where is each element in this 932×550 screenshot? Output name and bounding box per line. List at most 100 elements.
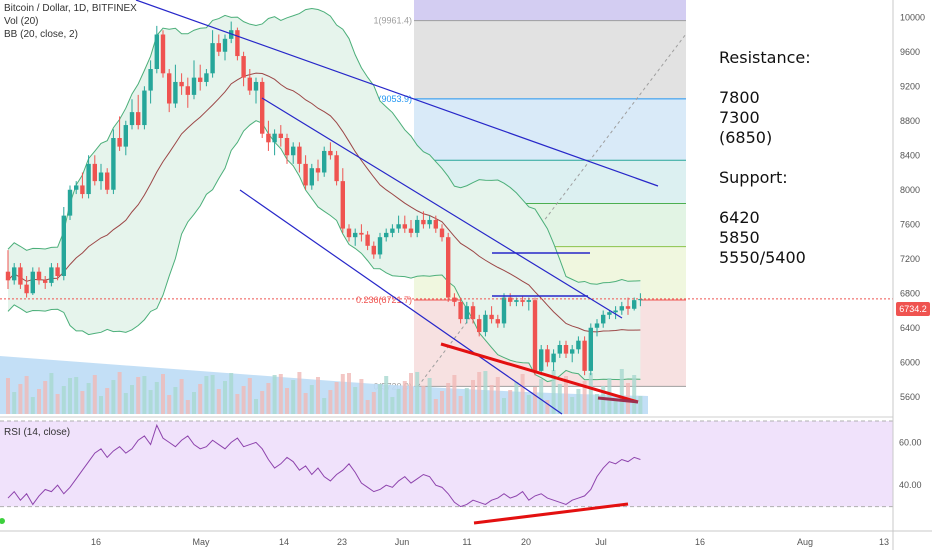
volume-bar — [117, 372, 122, 414]
bollinger-indicator-label[interactable]: BB (20, close, 2) — [4, 29, 78, 40]
candle-body — [402, 224, 407, 229]
symbol-title[interactable]: Bitcoin / Dollar, 1D, BITFINEX — [4, 3, 137, 14]
candle-body — [625, 306, 631, 309]
candle-body — [36, 271, 42, 281]
volume-bar — [272, 375, 277, 414]
candle-body — [49, 267, 54, 283]
candle-body — [191, 77, 197, 95]
volume-bar — [421, 386, 426, 414]
candle-body — [210, 43, 215, 74]
volume-bar — [24, 376, 29, 414]
candle-body — [129, 112, 135, 126]
candle-body — [632, 300, 637, 309]
candle-body — [594, 323, 600, 328]
candle-body — [92, 163, 97, 182]
volume-bar — [638, 396, 643, 414]
candle-body — [501, 297, 507, 324]
volume-bar — [402, 381, 407, 414]
volume-bar — [6, 378, 10, 414]
volume-bar — [576, 389, 581, 414]
volume-bar — [396, 389, 401, 414]
time-tick-label: Jun — [395, 537, 410, 547]
volume-bar — [446, 383, 451, 414]
candle-body — [235, 30, 240, 57]
candle-body — [353, 232, 358, 238]
volume-bar — [55, 394, 60, 414]
candle-body — [98, 172, 104, 182]
candle-body — [539, 349, 544, 371]
support-level: 5850 — [719, 228, 760, 247]
price-divergence-end — [597, 396, 639, 404]
price-tick-label: 10000 — [900, 12, 925, 22]
volume-bar — [495, 377, 500, 414]
candle-body — [222, 38, 228, 52]
volume-bar — [502, 398, 506, 414]
candle-body — [470, 306, 476, 320]
volume-bar — [371, 392, 376, 414]
volume-indicator-label[interactable]: Vol (20) — [4, 16, 39, 27]
volume-bar — [161, 374, 165, 414]
resistance-level: (6850) — [719, 128, 773, 147]
time-tick-label: 16 — [91, 537, 101, 547]
volume-bar — [68, 378, 72, 414]
candle-body — [5, 271, 11, 281]
volume-bar — [130, 385, 134, 414]
last-price-label: 6734.2 — [896, 302, 930, 316]
volume-bar — [347, 373, 351, 414]
candle-body — [557, 345, 562, 354]
candle-body — [278, 133, 283, 138]
volume-bar — [316, 377, 320, 414]
candle-body — [43, 280, 48, 283]
volume-bar — [489, 385, 494, 414]
price-divergence-line — [440, 342, 639, 404]
volume-bar — [340, 374, 345, 414]
volume-bar — [37, 389, 41, 414]
volume-bar — [390, 397, 395, 414]
bb-fill — [8, 8, 641, 382]
resistance-level: 7300 — [719, 108, 760, 127]
time-tick-label: 23 — [337, 537, 347, 547]
candle-body — [272, 133, 277, 143]
volume-bar — [378, 384, 382, 414]
volume-bar — [61, 386, 66, 414]
volume-bar — [526, 395, 531, 414]
volume-bar — [210, 375, 215, 414]
candle-body — [582, 340, 587, 371]
volume-bar — [303, 393, 308, 414]
candle-body — [80, 185, 85, 195]
candle-body — [570, 349, 575, 354]
candle-body — [601, 314, 606, 324]
candle-body — [408, 228, 414, 233]
rsi-divergence-line — [473, 502, 629, 525]
fib-level-label: 0.236(6721.7) — [356, 295, 412, 305]
candle-body — [216, 43, 221, 52]
volume-bar — [595, 394, 599, 414]
volume-bar — [328, 390, 333, 414]
price-tick-label: 8800 — [900, 116, 920, 126]
resistance-level: 7800 — [719, 88, 760, 107]
spacer — [719, 68, 811, 88]
volume-bar — [619, 369, 624, 414]
time-tick-label: 16 — [695, 537, 705, 547]
time-tick-label: 20 — [521, 537, 531, 547]
rsi-band — [0, 421, 893, 507]
volume-bar — [458, 396, 463, 414]
rsi-tick-label: 60.00 — [899, 437, 922, 447]
rsi-indicator-label[interactable]: RSI (14, close) — [4, 427, 71, 438]
candle-body — [61, 215, 66, 276]
fib-level-label: 0.786(9053.9) — [356, 94, 412, 104]
candle-body — [74, 185, 79, 190]
bb-basis — [7, 72, 641, 333]
volume-bar — [74, 377, 79, 414]
fib-top-zone — [414, 0, 686, 21]
volume-bar — [216, 389, 221, 414]
candle-body — [446, 237, 451, 298]
fib-zone — [414, 98, 686, 161]
volume-bar — [477, 372, 482, 414]
candle-body — [477, 319, 482, 333]
volume-bar — [229, 373, 234, 414]
volume-bar — [557, 384, 562, 414]
volume-bar — [254, 399, 258, 414]
volume-bar — [105, 388, 110, 414]
candle-body — [204, 73, 209, 82]
